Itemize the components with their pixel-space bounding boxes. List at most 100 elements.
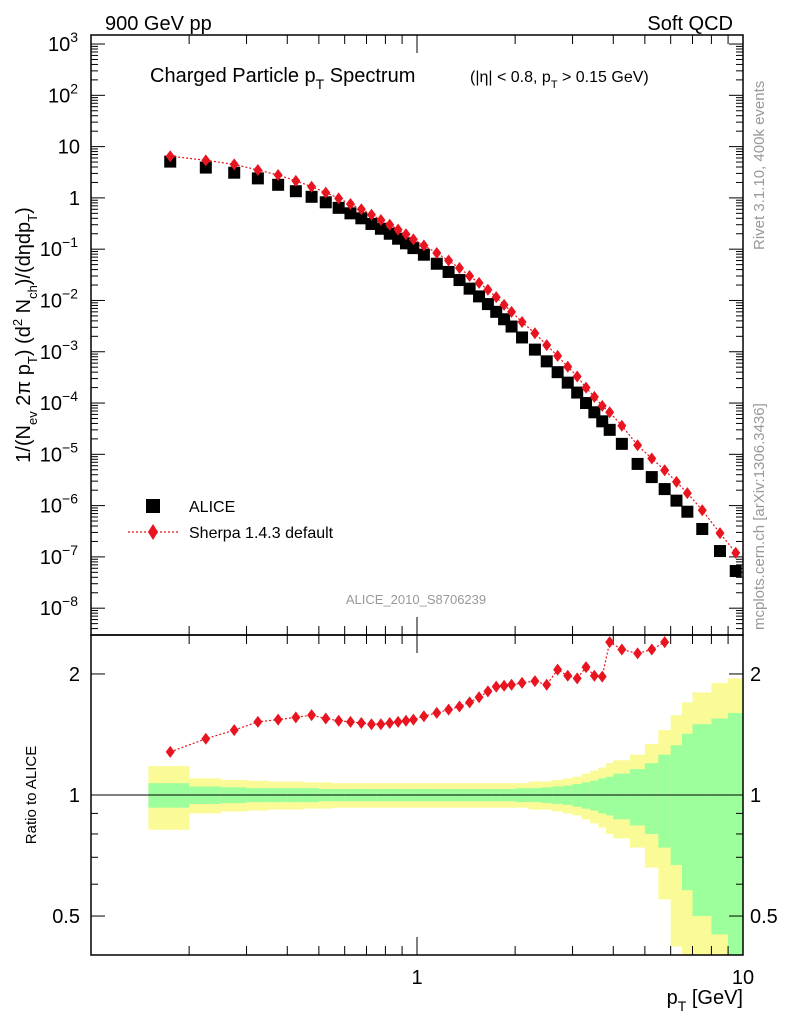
y-tick-label: 103 [48, 29, 78, 56]
alice-point [696, 522, 709, 535]
alice-point [289, 185, 302, 198]
sherpa-point [401, 228, 411, 241]
sherpa-point [291, 174, 301, 187]
ratio-point [597, 670, 607, 683]
y-tick-label: 10−1 [40, 234, 78, 261]
ratio-point [483, 685, 493, 698]
main-title-cut: (|η| < 0.8, pT > 0.15 GeV) [470, 69, 649, 91]
mcplots-label: mcplots.cern.ch [arXiv:1306.3436] [751, 403, 768, 630]
ratio-point [581, 661, 591, 674]
sherpa-point [393, 223, 403, 236]
y-tick-label: 10−3 [40, 337, 78, 364]
sherpa-point [273, 168, 283, 181]
stat-uncertainty-bin [658, 754, 671, 848]
ratio-point [465, 696, 475, 709]
ratio-y-tick-label-right: 1 [750, 785, 761, 807]
ratio-point [432, 706, 442, 719]
ratio-point [491, 680, 501, 693]
legend-marker-alice [146, 499, 160, 513]
header-left: 900 GeV pp [105, 13, 212, 35]
ratio-point [605, 636, 615, 649]
sherpa-point [553, 349, 563, 362]
ratio-y-label: Ratio to ALICE [23, 746, 40, 844]
ratio-point [229, 724, 239, 737]
alice-point [571, 386, 584, 399]
sherpa-point [633, 439, 643, 452]
sherpa-point [321, 186, 331, 199]
y-tick-label: 10−7 [40, 542, 78, 569]
sherpa-point [201, 154, 211, 167]
sherpa-point [530, 327, 540, 340]
alice-point [561, 376, 574, 389]
alice-point [658, 483, 671, 496]
alice-point [603, 423, 616, 436]
stat-uncertainty-bin [728, 712, 744, 955]
ratio-point [366, 718, 376, 731]
ratio-point [542, 678, 552, 691]
ratio-point [589, 669, 599, 682]
alice-point [540, 355, 553, 368]
y-tick-label: 10−6 [40, 491, 78, 518]
ratio-point [444, 703, 454, 716]
alice-point [344, 207, 357, 220]
sherpa-point [419, 239, 429, 252]
stat-uncertainty-bin [629, 769, 646, 826]
ratio-point [401, 714, 411, 727]
alice-point [251, 172, 264, 185]
ratio-point [393, 715, 403, 728]
ratio-point [165, 745, 175, 758]
stat-uncertainty-bin [682, 733, 693, 891]
ratio-point [633, 647, 643, 660]
ratio-point [647, 643, 657, 656]
main-y-tick-labels: 10310210110−110−210−310−410−510−610−710−… [40, 29, 80, 620]
ratio-point [572, 672, 582, 685]
alice-point [305, 190, 318, 203]
y-tick-label: 10 [58, 137, 80, 159]
sherpa-point [444, 254, 454, 267]
legend-label-sherpa: Sherpa 1.4.3 default [189, 525, 334, 542]
legend-marker-sherpa [148, 524, 158, 540]
sherpa-point [474, 276, 484, 289]
ratio-y-tick-label: 2 [69, 664, 80, 686]
alice-point [332, 201, 345, 214]
sherpa-point [542, 339, 552, 352]
sherpa-point [366, 208, 376, 221]
ratio-point [454, 700, 464, 713]
sherpa-point [715, 527, 725, 540]
alice-point [463, 282, 476, 295]
sherpa-point [605, 406, 615, 419]
alice-point [442, 265, 455, 278]
alice-point [319, 196, 332, 209]
stat-uncertainty-bin [606, 776, 614, 816]
main-ticks [91, 35, 743, 636]
sherpa-point [572, 370, 582, 383]
alice-point [355, 212, 368, 225]
ratio-point [201, 732, 211, 745]
alice-point [407, 242, 420, 255]
ratio-point [307, 709, 317, 722]
ratio-point [474, 691, 484, 704]
stat-uncertainty-bin [692, 724, 712, 917]
sherpa-point [491, 291, 501, 304]
sherpa-point [345, 198, 355, 211]
alice-point [615, 437, 628, 450]
ratio-point [660, 636, 670, 649]
sherpa-point [671, 475, 681, 488]
y-tick-label: 10−5 [40, 439, 78, 466]
sherpa-point [483, 283, 493, 296]
stat-uncertainty-bin [598, 778, 607, 814]
sherpa-point [581, 381, 591, 394]
main-title: Charged Particle pT Spectrum [150, 65, 415, 92]
sherpa-point [507, 305, 517, 318]
ratio-point [507, 678, 517, 691]
sherpa-point [499, 298, 509, 311]
ratio-frame [90, 634, 744, 956]
sherpa-point [165, 150, 175, 163]
sherpa-point [432, 247, 442, 260]
ratio-point [419, 710, 429, 723]
sherpa-point [385, 218, 395, 231]
sherpa-point [517, 316, 527, 329]
ratio-point [273, 713, 283, 726]
alice-point [551, 366, 564, 379]
sherpa-point [454, 261, 464, 274]
